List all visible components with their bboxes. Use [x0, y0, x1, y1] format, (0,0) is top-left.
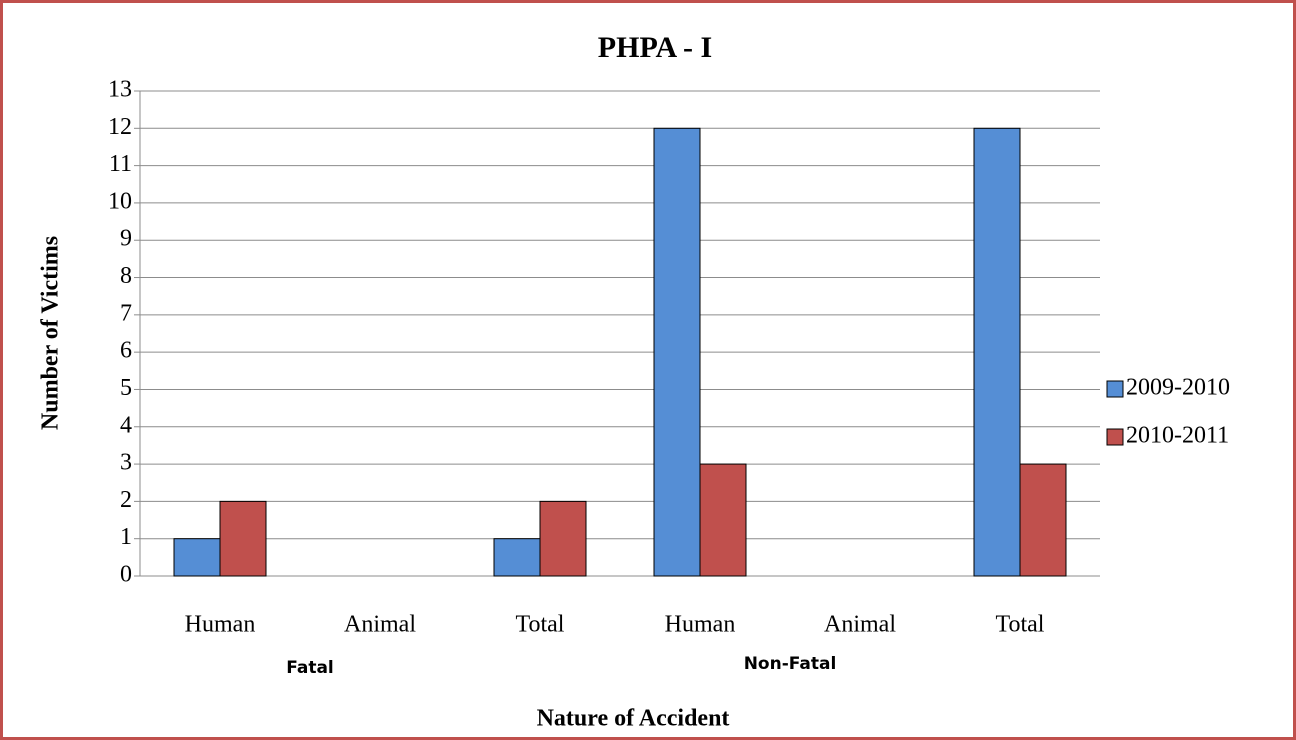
chart-title: PHPA - I: [598, 31, 712, 64]
bar: [219, 500, 267, 577]
x-tick-label: Human: [665, 612, 736, 638]
x-tick-label: Animal: [824, 612, 896, 638]
bar: [539, 500, 587, 577]
x-tick-label: Animal: [344, 612, 416, 638]
y-tick-label: 8: [120, 263, 132, 289]
x-tick-label: Human: [185, 612, 256, 638]
bar: [973, 127, 1021, 577]
y-tick-label: 7: [120, 300, 132, 326]
y-tick-label: 11: [109, 151, 132, 177]
bar: [653, 127, 701, 577]
y-tick-label: 1: [120, 524, 132, 550]
bar: [699, 463, 747, 577]
bar: [493, 538, 541, 577]
group-label: Non-Fatal: [744, 654, 837, 674]
y-tick-label: 2: [120, 487, 132, 513]
legend-swatch: [1106, 428, 1124, 446]
y-tick-label: 5: [120, 375, 132, 401]
x-tick-label: Total: [996, 612, 1045, 638]
legend-label: 2010-2011: [1126, 423, 1229, 449]
y-tick-label: 10: [108, 188, 132, 214]
bar: [173, 538, 221, 577]
y-tick-label: 12: [108, 114, 132, 140]
x-tick-label: Total: [516, 612, 565, 638]
y-tick-label: 13: [108, 77, 132, 103]
y-tick-label: 0: [120, 562, 132, 588]
legend-swatch: [1106, 380, 1124, 398]
legend-label: 2009-2010: [1126, 375, 1230, 401]
y-tick-label: 9: [120, 226, 132, 252]
y-tick-label: 6: [120, 338, 132, 364]
group-label: Fatal: [286, 658, 334, 678]
y-axis-title: Number of Victims: [38, 236, 64, 430]
bar: [1019, 463, 1067, 577]
y-tick-label: 3: [120, 450, 132, 476]
x-axis-title: Nature of Accident: [537, 706, 730, 732]
y-tick-label: 4: [120, 412, 132, 438]
